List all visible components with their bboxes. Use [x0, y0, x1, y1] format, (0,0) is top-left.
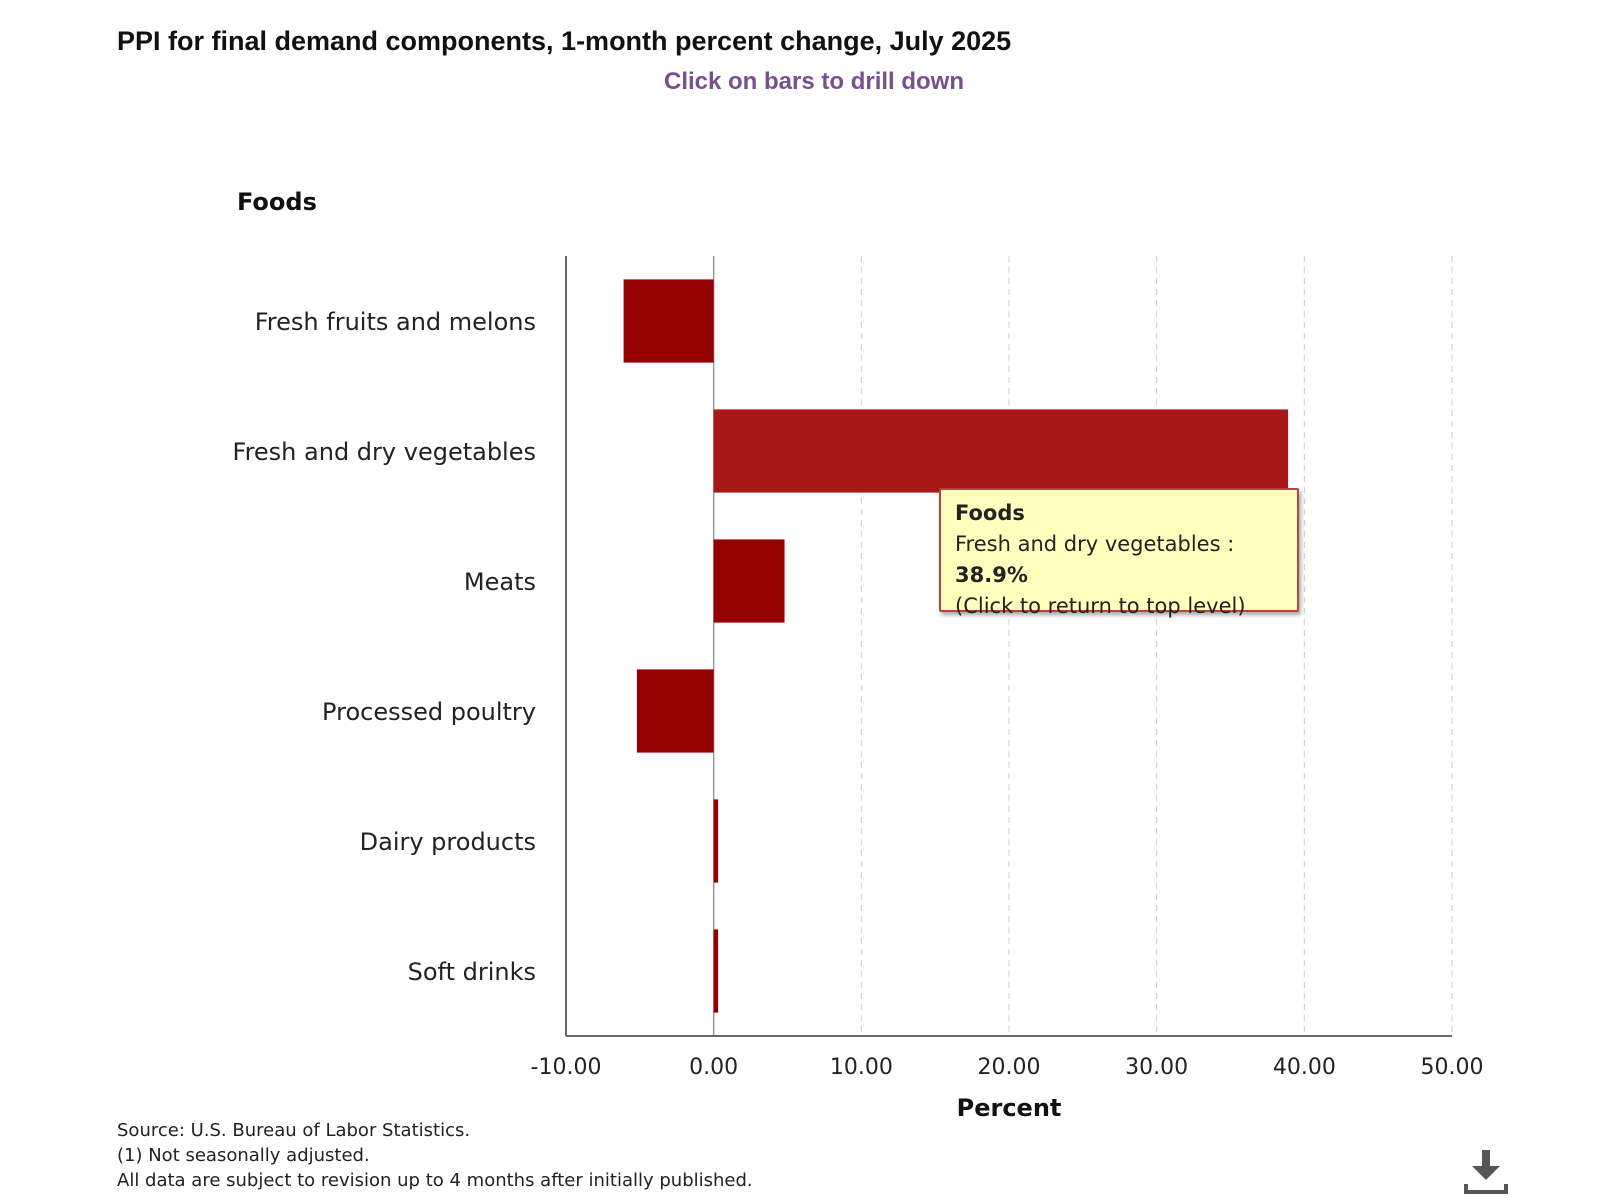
- category-label: Soft drinks: [408, 958, 536, 986]
- bar[interactable]: [623, 279, 714, 363]
- download-icon: [1464, 1150, 1508, 1194]
- footnotes: Source: U.S. Bureau of Labor Statistics.…: [117, 1118, 753, 1193]
- x-tick-label: 10.00: [830, 1055, 893, 1080]
- bar[interactable]: [713, 929, 719, 1013]
- bar[interactable]: [636, 669, 714, 753]
- revision-note: All data are subject to revision up to 4…: [117, 1170, 753, 1191]
- drill-level-label: Foods: [237, 188, 317, 216]
- bar[interactable]: [713, 799, 719, 883]
- x-axis-title: Percent: [957, 1094, 1062, 1122]
- tooltip-item-label: Fresh and dry vegetables :: [955, 532, 1235, 556]
- x-tick-label: 50.00: [1421, 1055, 1484, 1080]
- axes: [565, 256, 1452, 1037]
- tooltip-hint: (Click to return to top level): [955, 594, 1246, 618]
- tooltip-item: Fresh and dry vegetables : 38.9%: [955, 529, 1283, 591]
- x-tick-label: 20.00: [978, 1055, 1041, 1080]
- tooltip[interactable]: Foods Fresh and dry vegetables : 38.9% (…: [939, 488, 1299, 618]
- chart-subtitle: Click on bars to drill down: [663, 68, 965, 95]
- seasonal-note: (1) Not seasonally adjusted.: [117, 1145, 370, 1166]
- category-label: Meats: [464, 568, 536, 596]
- bar[interactable]: [713, 539, 785, 623]
- source-note: Source: U.S. Bureau of Labor Statistics.: [117, 1120, 471, 1141]
- category-label: Processed poultry: [322, 698, 536, 726]
- category-label: Fresh and dry vegetables: [233, 438, 536, 466]
- download-button[interactable]: [1462, 1148, 1510, 1196]
- x-tick-label: -10.00: [531, 1055, 602, 1080]
- x-tick-label: 40.00: [1273, 1055, 1336, 1080]
- tooltip-item-value: 38.9%: [955, 563, 1028, 587]
- category-label: Dairy products: [360, 828, 536, 856]
- x-tick-label: 0.00: [689, 1055, 738, 1080]
- x-tick-label: 30.00: [1125, 1055, 1188, 1080]
- category-label: Fresh fruits and melons: [255, 308, 536, 336]
- tooltip-heading: Foods: [955, 501, 1025, 525]
- tick-labels: -10.00 0.00 10.00 20.00 30.00 40.00 50.00: [531, 1055, 1484, 1080]
- category-labels: Fresh fruits and melons Fresh and dry veg…: [233, 308, 536, 986]
- bars: [623, 279, 1289, 1013]
- bar[interactable]: [713, 409, 1289, 493]
- grid-lines: [712, 256, 1453, 1036]
- chart-title: PPI for final demand components, 1-month…: [117, 26, 1012, 56]
